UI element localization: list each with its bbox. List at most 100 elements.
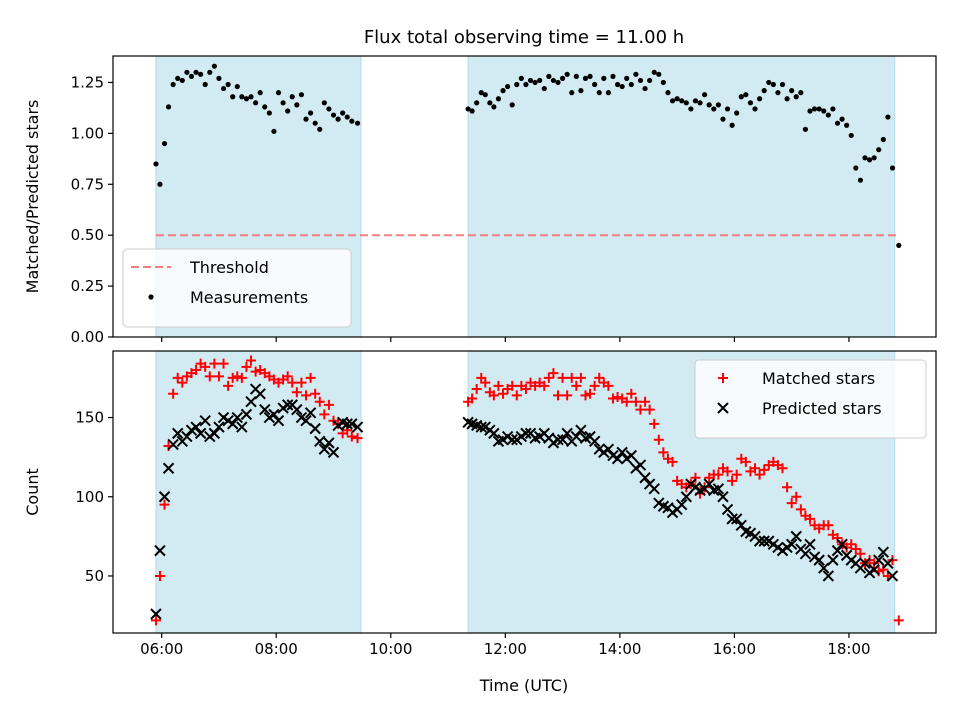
data-point <box>175 75 181 81</box>
data-point <box>575 372 586 383</box>
data-point <box>734 110 740 116</box>
data-point <box>564 71 570 77</box>
data-point <box>246 355 257 366</box>
data-point <box>630 396 641 407</box>
data-point <box>832 532 843 543</box>
data-point <box>580 390 591 401</box>
data-point <box>616 446 628 459</box>
data-point <box>658 447 669 458</box>
data-point <box>683 100 689 106</box>
data-point <box>211 63 217 69</box>
data-point <box>559 75 566 81</box>
data-point <box>798 90 804 96</box>
legend-box <box>122 248 352 328</box>
data-point <box>319 409 330 420</box>
x-tick-label: 10:00 <box>369 640 412 658</box>
data-point <box>498 388 509 399</box>
data-point <box>552 434 564 446</box>
observing-window-1 <box>155 350 362 634</box>
data-point <box>546 73 552 79</box>
data-point <box>341 418 353 430</box>
data-point <box>514 81 520 88</box>
data-point <box>566 372 577 383</box>
data-point <box>213 421 225 433</box>
data-point <box>692 98 699 104</box>
data-point <box>300 415 312 427</box>
data-point <box>868 563 880 576</box>
data-point <box>190 421 202 433</box>
data-point <box>354 120 361 126</box>
data-point <box>789 88 795 94</box>
data-point <box>594 372 605 383</box>
data-point <box>775 90 781 96</box>
data-point <box>172 372 183 383</box>
data-point <box>612 391 623 402</box>
data-point <box>726 513 738 525</box>
data-point <box>275 90 282 96</box>
data-point <box>562 390 573 401</box>
y-tick-label: 0.25 <box>71 277 104 295</box>
data-point <box>669 98 676 104</box>
data-point <box>234 83 240 90</box>
series-predicted-stars <box>150 383 899 620</box>
data-point <box>250 366 261 377</box>
axes-frame <box>112 55 937 338</box>
data-point <box>294 102 300 108</box>
data-point <box>317 126 323 132</box>
data-point <box>697 100 703 106</box>
data-point <box>653 434 664 445</box>
legend: Threshold Measurements <box>122 248 352 328</box>
y-tick-label: 1.25 <box>71 73 104 91</box>
axes-frame <box>112 350 937 634</box>
data-point <box>602 443 615 455</box>
data-point <box>532 79 538 86</box>
data-point <box>248 94 254 100</box>
data-point <box>635 404 646 415</box>
data-point <box>679 98 685 104</box>
data-point <box>703 478 715 490</box>
data-point <box>759 464 770 475</box>
data-point <box>150 615 161 626</box>
data-point <box>804 538 816 550</box>
data-point <box>507 380 518 391</box>
data-point <box>298 92 305 98</box>
data-point <box>589 380 600 391</box>
data-point <box>896 242 902 248</box>
data-point <box>831 544 844 557</box>
data-point <box>790 530 802 543</box>
flux-ratio-panel: 0.00 0.25 0.50 0.75 1.00 1.25 Matched/Predicte… <box>23 55 937 346</box>
data-point <box>624 75 630 81</box>
data-point <box>266 110 272 116</box>
data-point <box>702 92 708 98</box>
data-point <box>326 106 332 112</box>
data-point <box>236 372 247 383</box>
data-point <box>782 482 793 493</box>
legend: Matched stars Predicted stars <box>694 359 927 439</box>
data-point <box>239 94 245 100</box>
data-point <box>578 88 584 94</box>
data-point <box>738 94 744 100</box>
data-point <box>889 165 896 171</box>
x-tick-label: 18:00 <box>827 640 870 658</box>
data-point <box>351 421 364 433</box>
data-point <box>619 83 625 90</box>
data-point <box>807 108 813 114</box>
data-point <box>240 408 253 421</box>
data-point <box>523 81 529 88</box>
y-axis-label: Matched/Predicted stars <box>23 100 42 294</box>
data-point <box>488 390 499 401</box>
data-point <box>520 427 532 440</box>
data-point <box>735 519 747 531</box>
y-tick-label: 0.50 <box>71 226 104 244</box>
data-point <box>752 106 758 112</box>
data-point <box>223 380 234 391</box>
y-tick-label: 1.00 <box>71 124 104 142</box>
data-point <box>518 75 524 81</box>
data-point <box>818 562 830 574</box>
data-point <box>154 544 166 557</box>
data-point <box>159 499 170 510</box>
data-point <box>633 71 639 77</box>
data-point <box>216 75 222 81</box>
data-point <box>220 85 227 92</box>
data-point <box>505 83 511 90</box>
